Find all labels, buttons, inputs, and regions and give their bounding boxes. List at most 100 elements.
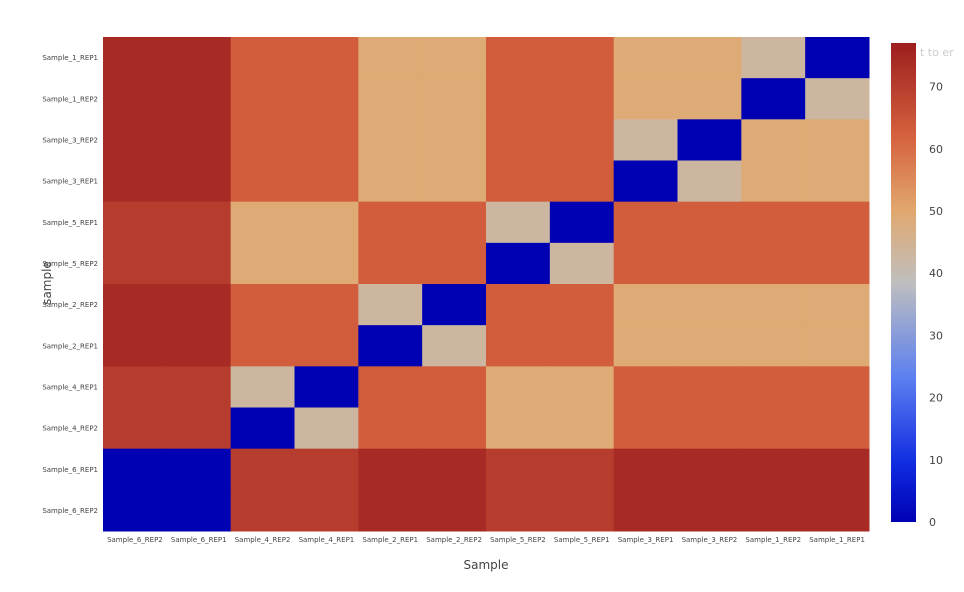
heatmap-cell	[103, 160, 168, 203]
heatmap-cell	[741, 448, 806, 491]
y-tick-label: Sample_3_REP1	[42, 178, 98, 186]
heatmap-cell	[166, 489, 232, 532]
heatmap-cell	[805, 489, 870, 532]
heatmap-cell	[103, 489, 168, 532]
heatmap-cell	[741, 284, 806, 326]
heatmap-cell	[166, 448, 232, 491]
x-tick-label: Sample_1_REP2	[745, 536, 801, 544]
heatmap-cell	[741, 201, 806, 244]
heatmap-cell	[613, 242, 678, 285]
heatmap-cell	[358, 325, 423, 367]
heatmap-cell	[486, 448, 551, 491]
x-tick-label: Sample_1_REP1	[809, 536, 865, 544]
heatmap-cell	[230, 325, 295, 367]
heatmap-cell	[549, 325, 615, 367]
colorbar-ticks: 0 10 20 30 40 50 60 70	[929, 81, 943, 529]
heatmap-cell	[166, 37, 232, 79]
x-tick-label: Sample_5_REP1	[554, 536, 610, 544]
heatmap-cell	[294, 366, 359, 408]
heatmap-cell	[677, 448, 742, 491]
heatmap-cell	[549, 78, 615, 120]
heatmap-cell	[103, 325, 168, 367]
heatmap-cell	[741, 37, 806, 79]
heatmap-cell	[358, 448, 423, 491]
heatmap-cell	[677, 325, 742, 367]
heatmap-cell	[103, 407, 168, 450]
heatmap-cell	[677, 201, 742, 244]
heatmap-cell	[230, 201, 295, 244]
heatmap-cell	[486, 78, 551, 120]
heatmap-cell	[677, 242, 742, 285]
heatmap-cell	[805, 160, 870, 203]
x-tick-label: Sample_6_REP2	[107, 536, 163, 544]
heatmap-cell	[230, 366, 295, 408]
heatmap-cell	[422, 37, 487, 79]
y-tick-label: Sample_2_REP2	[42, 301, 98, 309]
heatmap-cell	[741, 407, 806, 450]
heatmap-cell	[613, 37, 678, 79]
y-tick-label: Sample_3_REP2	[42, 136, 98, 144]
heatmap-cell	[613, 160, 678, 203]
heatmap-cell	[486, 119, 551, 161]
heatmap-cell	[358, 489, 423, 532]
heatmap-cell	[166, 160, 232, 203]
y-tick-label: Sample_6_REP2	[42, 507, 98, 515]
heatmap-cell	[741, 242, 806, 285]
heatmap-cell	[549, 284, 615, 326]
heatmap-cell	[230, 242, 295, 285]
heatmap-cell	[805, 407, 870, 450]
heatmap-cell	[294, 37, 359, 79]
heatmap-cell	[486, 407, 551, 450]
heatmap-cell	[741, 160, 806, 203]
heatmap-cell	[166, 407, 232, 450]
heatmap-cell	[358, 407, 423, 450]
x-tick-label: Sample_4_REP2	[235, 536, 291, 544]
heatmap-cell	[294, 201, 359, 244]
heatmap-cell	[103, 448, 168, 491]
heatmap-cell	[549, 407, 615, 450]
heatmap-cell	[486, 160, 551, 203]
heatmap-cell	[677, 78, 742, 120]
heatmap-cell	[358, 78, 423, 120]
x-axis-ticks: Sample_6_REP2 Sample_6_REP1 Sample_4_REP2 S…	[107, 536, 865, 544]
heatmap-cell	[230, 284, 295, 326]
heatmap-cell	[741, 78, 806, 120]
heatmap-cell	[613, 78, 678, 120]
colorbar-tick-label: 30	[929, 329, 943, 342]
heatmap-cell	[358, 37, 423, 79]
heatmap-cell	[486, 489, 551, 532]
x-tick-label: Sample_5_REP2	[490, 536, 546, 544]
heatmap-cell	[358, 284, 423, 326]
heatmap-cell	[805, 119, 870, 161]
heatmap-cell	[294, 407, 359, 450]
y-tick-label: Sample_5_REP1	[42, 219, 98, 227]
colorbar-tick-label: 40	[929, 267, 943, 280]
heatmap-cell	[422, 366, 487, 408]
y-tick-label: Sample_4_REP1	[42, 383, 98, 391]
heatmap-cell	[741, 489, 806, 532]
heatmap-cell	[677, 407, 742, 450]
y-axis-title: sample	[40, 261, 54, 305]
heatmap-cell	[549, 201, 615, 244]
heatmap-cell	[549, 160, 615, 203]
x-axis-title: Sample	[464, 558, 509, 572]
heatmap-cell	[486, 366, 551, 408]
heatmap-cell	[294, 284, 359, 326]
heatmap-cell	[422, 242, 487, 285]
x-tick-label: Sample_2_REP1	[362, 536, 418, 544]
colorbar-tick-label: 10	[929, 454, 943, 467]
heatmap-cell	[486, 325, 551, 367]
y-tick-label: Sample_4_REP2	[42, 425, 98, 433]
heatmap-cell	[230, 78, 295, 120]
heatmap-cell	[805, 325, 870, 367]
heatmap-cell	[166, 201, 232, 244]
colorbar-tick-label: 50	[929, 205, 943, 218]
x-tick-label: Sample_2_REP2	[426, 536, 482, 544]
x-tick-label: Sample_3_REP1	[618, 536, 674, 544]
y-tick-label: Sample_6_REP1	[42, 466, 98, 474]
heatmap-cell	[486, 37, 551, 79]
heatmap-cell	[741, 119, 806, 161]
heatmap-cells	[103, 37, 870, 532]
heatmap-cell	[103, 201, 168, 244]
heatmap-cell	[549, 366, 615, 408]
